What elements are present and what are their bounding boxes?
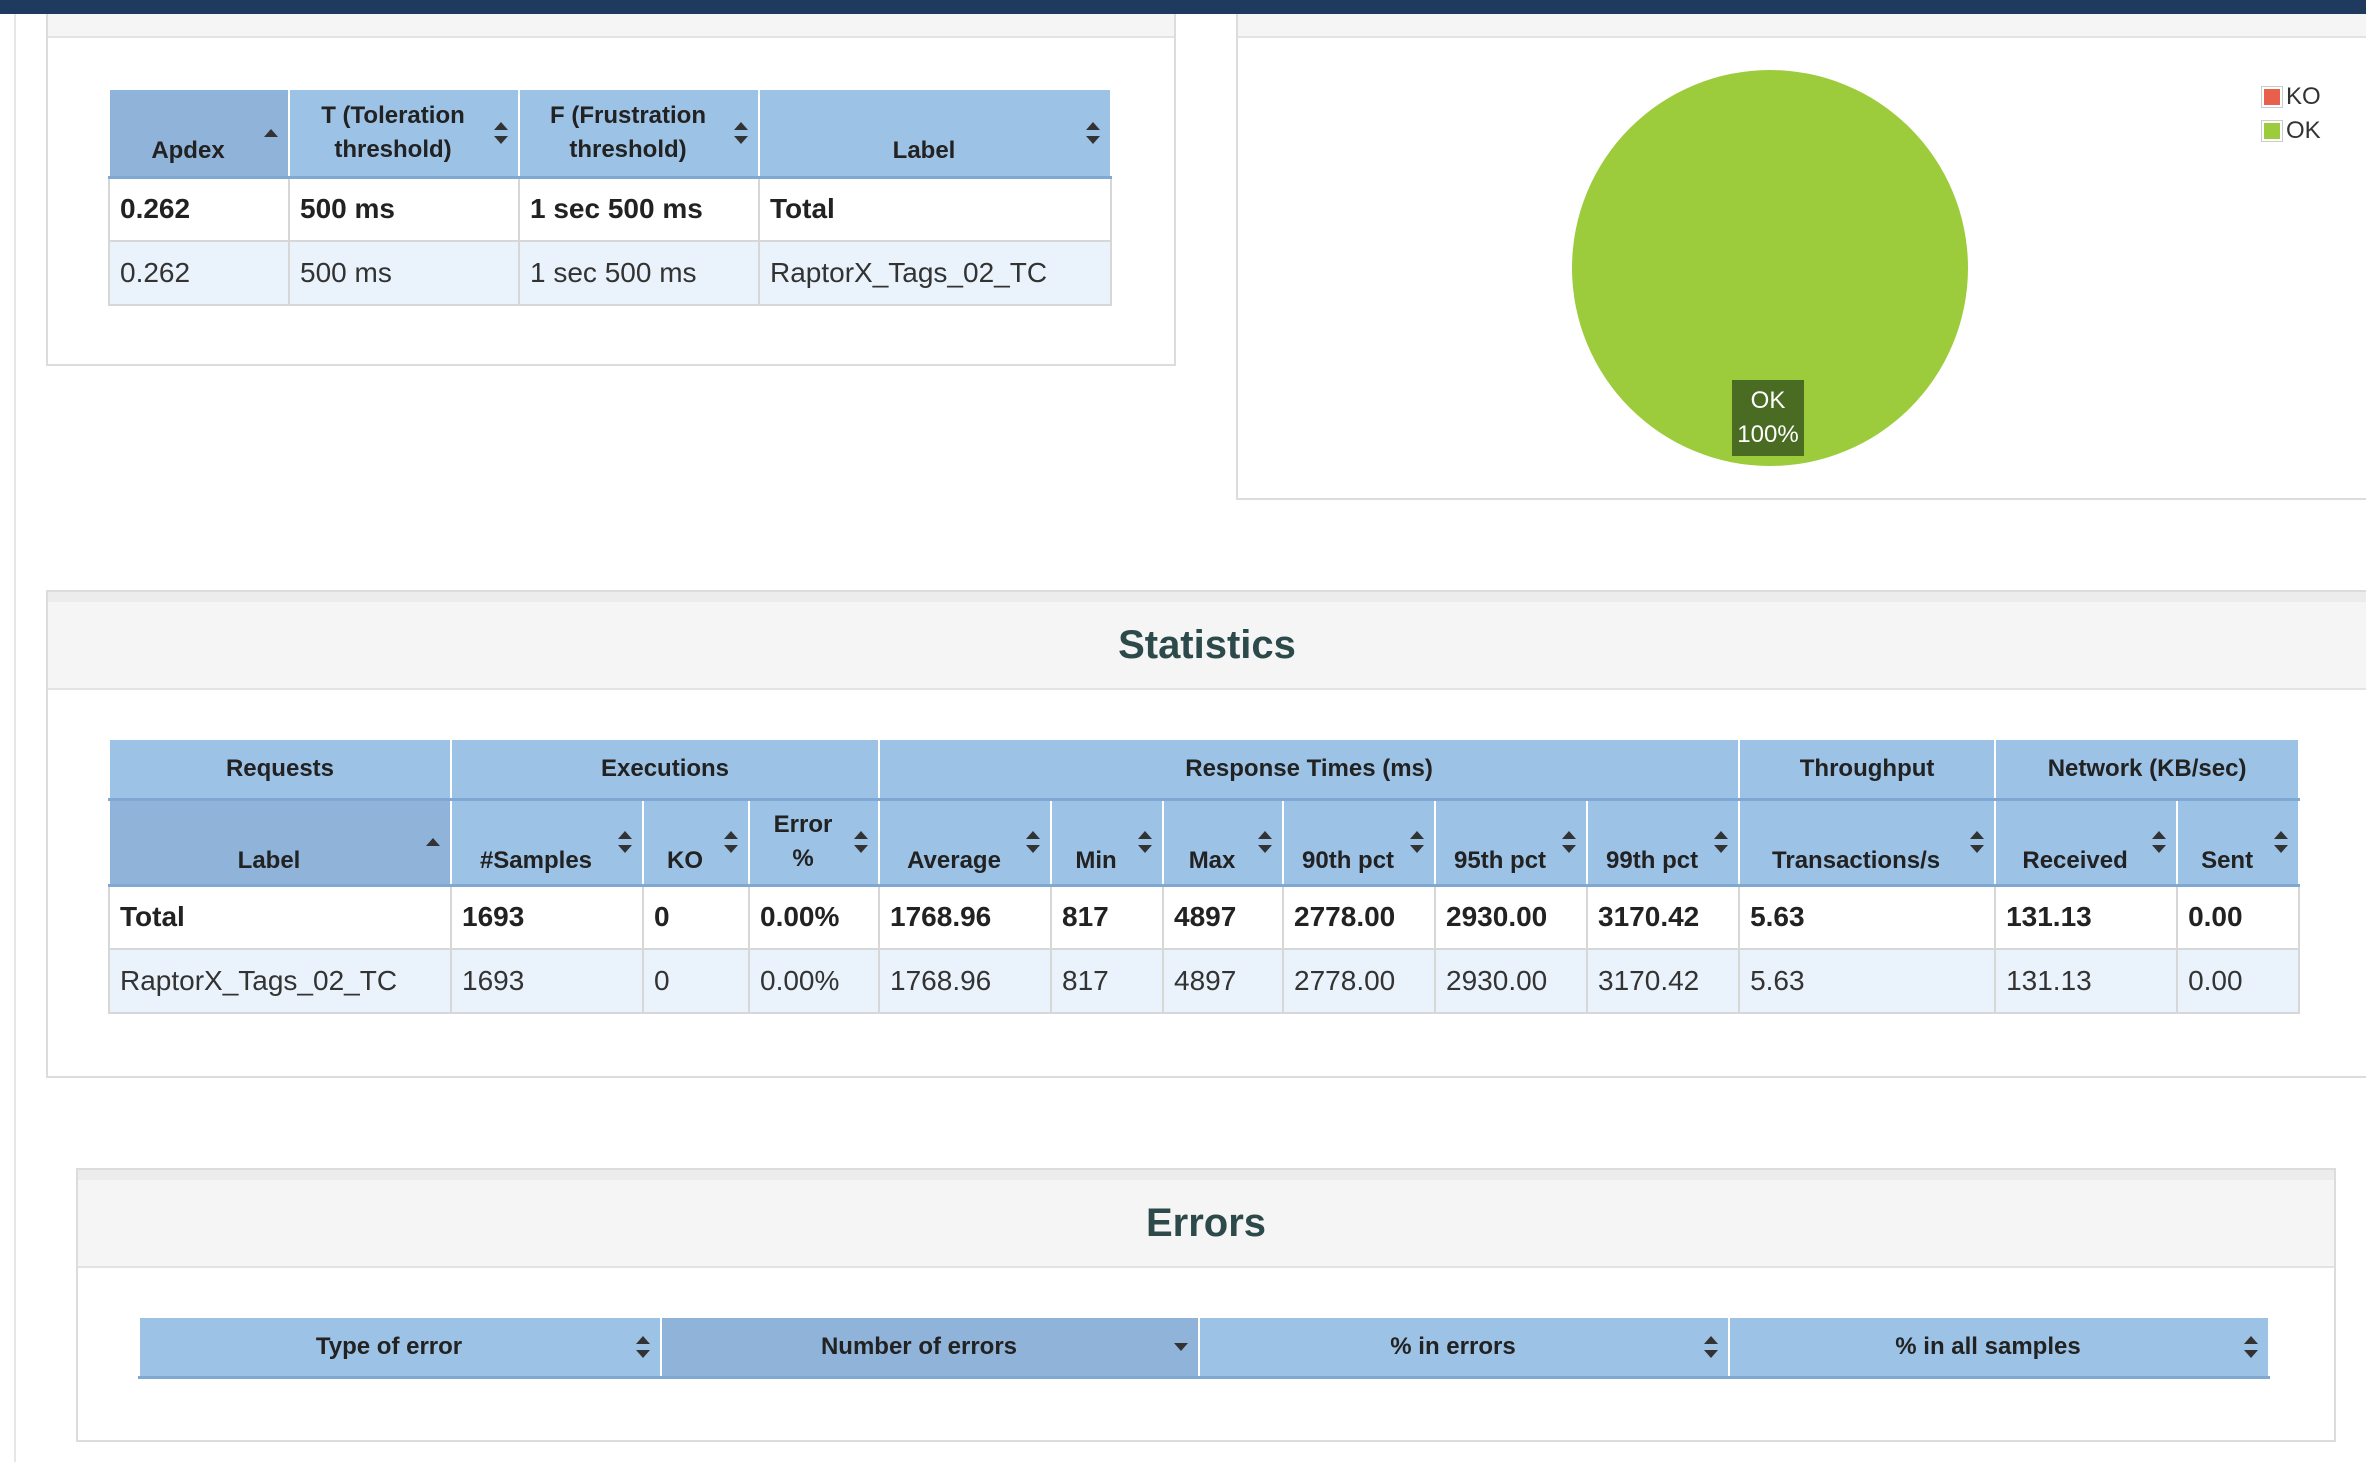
sort-both-icon [2274, 831, 2289, 853]
errors-col-pct-errors[interactable]: % in errors [1198, 1316, 1730, 1379]
legend-swatch-ok [2261, 120, 2283, 142]
stats-col-transactions[interactable]: Transactions/s [1738, 798, 1997, 887]
stats-col-min[interactable]: Min [1050, 798, 1165, 887]
errors-table: Type of error Number of errors % in erro… [138, 1316, 2270, 1379]
sort-asc-icon [426, 838, 440, 846]
group-executions: Executions [449, 738, 881, 801]
stats-col-99th[interactable]: 99th pct [1586, 798, 1741, 887]
apdex-col-label[interactable]: Label [758, 88, 1112, 179]
pie-slice-label-value: 100% [1737, 421, 1799, 448]
stats-col-sent[interactable]: Sent [2176, 798, 2301, 887]
apdex-col-toleration[interactable]: T (Toleration threshold) [288, 88, 520, 179]
sort-both-icon [1714, 831, 1729, 853]
left-divider [14, 14, 16, 1462]
errors-panel: Errors Type of error Number of errors % … [76, 1168, 2336, 1442]
table-row: RaptorX_Tags_02_TC 1693 0 0.00% 1768.96 … [108, 948, 2301, 1014]
group-response-times: Response Times (ms) [878, 738, 1741, 801]
top-navbar [0, 0, 2366, 14]
table-row: Total 1693 0 0.00% 1768.96 817 4897 2778… [108, 884, 2301, 950]
statistics-title: Statistics [1118, 622, 1296, 667]
sort-both-icon [1970, 831, 1985, 853]
legend-item-ok[interactable]: OK [2261, 114, 2321, 148]
requests-summary-pie-chart [1572, 70, 1968, 466]
requests-summary-header [1238, 14, 2366, 38]
statistics-table: Requests Executions Response Times (ms) … [108, 738, 2301, 1014]
errors-title: Errors [1145, 1200, 1267, 1245]
sort-both-icon [2244, 1335, 2258, 1358]
statistics-panel: Statistics Requests Executions Response … [46, 590, 2366, 1078]
errors-col-type[interactable]: Type of error [138, 1316, 662, 1379]
sort-asc-icon [264, 128, 278, 137]
sort-desc-icon [1174, 1342, 1188, 1351]
sort-both-icon [1258, 831, 1273, 853]
group-requests: Requests [108, 738, 452, 801]
stats-col-95th[interactable]: 95th pct [1434, 798, 1589, 887]
sort-both-icon [1704, 1335, 1718, 1358]
group-throughput: Throughput [1738, 738, 1997, 801]
sort-both-icon [636, 1335, 650, 1358]
stats-col-label[interactable]: Label [108, 798, 452, 887]
stats-col-received[interactable]: Received [1994, 798, 2179, 887]
apdex-table: Apdex T (Toleration threshold) F (Frustr… [108, 88, 1112, 306]
errors-panel-header: Errors [78, 1170, 2334, 1268]
apdex-col-apdex[interactable]: Apdex [108, 88, 290, 179]
sort-both-icon [1138, 831, 1153, 853]
errors-col-number[interactable]: Number of errors [660, 1316, 1200, 1379]
stats-col-samples[interactable]: #Samples [450, 798, 644, 887]
statistics-panel-header: Statistics [48, 592, 2366, 690]
stats-col-ko[interactable]: KO [642, 798, 750, 887]
apdex-panel-header [48, 14, 1174, 38]
sort-both-icon [494, 121, 508, 144]
pie-slice-ok[interactable] [1572, 70, 1968, 466]
stats-col-90th[interactable]: 90th pct [1282, 798, 1437, 887]
sort-both-icon [1410, 831, 1425, 853]
sort-both-icon [854, 831, 869, 853]
stats-col-max[interactable]: Max [1162, 798, 1285, 887]
apdex-panel: Apdex T (Toleration threshold) F (Frustr… [46, 14, 1176, 366]
legend-item-ko[interactable]: KO [2261, 80, 2321, 114]
sort-both-icon [1086, 121, 1100, 144]
group-network: Network (KB/sec) [1994, 738, 2301, 801]
stats-col-average[interactable]: Average [878, 798, 1053, 887]
pie-slice-label: OK 100% [1732, 380, 1804, 456]
apdex-col-frustration[interactable]: F (Frustration threshold) [518, 88, 760, 179]
sort-both-icon [734, 121, 748, 144]
table-row: 0.262 500 ms 1 sec 500 ms RaptorX_Tags_0… [108, 240, 1112, 306]
legend-swatch-ko [2261, 86, 2283, 108]
errors-col-pct-samples[interactable]: % in all samples [1728, 1316, 2270, 1379]
pie-slice-label-name: OK [1750, 387, 1786, 414]
table-row: 0.262 500 ms 1 sec 500 ms Total [108, 176, 1112, 242]
stats-col-error-pct[interactable]: Error % [747, 798, 881, 887]
sort-both-icon [724, 831, 738, 853]
sort-both-icon [2152, 831, 2167, 853]
pie-legend: KO OK [2261, 80, 2321, 148]
sort-both-icon [1026, 831, 1041, 853]
sort-both-icon [618, 831, 632, 853]
sort-both-icon [1562, 831, 1577, 853]
